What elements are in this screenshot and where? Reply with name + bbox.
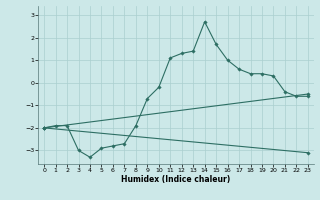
X-axis label: Humidex (Indice chaleur): Humidex (Indice chaleur) — [121, 175, 231, 184]
